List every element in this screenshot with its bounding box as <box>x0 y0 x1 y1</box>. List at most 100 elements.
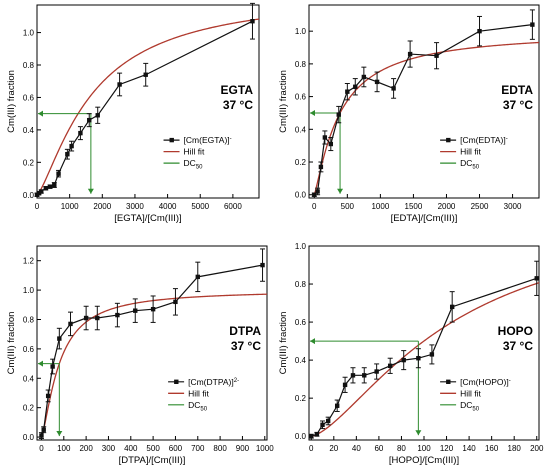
data-point <box>69 143 74 149</box>
x-axis-label: [EGTA]/[Cm(III)] <box>114 213 181 224</box>
y-tick-label: 1.0 <box>23 29 35 38</box>
data-point <box>407 51 413 57</box>
data-point <box>95 315 100 321</box>
data-point <box>39 189 44 194</box>
data-point <box>353 84 358 89</box>
data-point <box>322 135 328 140</box>
dc50-arrow-left <box>310 109 315 116</box>
x-tick-label: 500 <box>341 202 355 211</box>
data-point <box>374 369 379 374</box>
data-point <box>314 432 320 437</box>
data-point <box>312 192 317 197</box>
y-tick-label: 1.0 <box>23 286 35 295</box>
y-axis-label: Cm(III) fraction <box>278 70 289 133</box>
x-tick-label: 2000 <box>93 202 111 211</box>
y-tick-label: 0.2 <box>23 404 35 413</box>
y-tick-label: 0.0 <box>23 191 35 200</box>
data-point <box>342 382 348 388</box>
hill-fit-curve <box>311 282 540 437</box>
chart-subtitle: 37 °C <box>223 98 253 112</box>
chart-subtitle: 37 °C <box>231 339 261 353</box>
data-point <box>534 276 539 281</box>
legend-fit-label: Hill fit <box>460 147 481 157</box>
data-point <box>39 433 44 438</box>
y-tick-label: 0.4 <box>295 356 307 365</box>
data-point <box>78 130 83 136</box>
data-point <box>320 422 325 427</box>
legend-dc50-label: DC50 <box>460 158 480 171</box>
legend-data-text: [Cm(HOPO)] <box>460 377 509 387</box>
x-tick-label: 140 <box>462 444 476 453</box>
legend-data-text: [Cm(EGTA)] <box>184 135 230 145</box>
data-point <box>41 427 46 432</box>
y-tick-label: 0.2 <box>295 158 307 167</box>
legend-dc50-text: DC <box>460 158 472 168</box>
x-tick-label: 3000 <box>126 202 144 211</box>
chart-subtitle: 37 °C <box>503 339 533 353</box>
y-tick-label: 0.0 <box>295 191 307 200</box>
x-axis-label: [EDTA]/[Cm(III)] <box>391 213 458 224</box>
x-tick-label: 40 <box>352 444 361 453</box>
chart-title: DTPA <box>229 324 261 338</box>
x-axis-label: [HOPO]/[Cm(III)] <box>389 455 459 466</box>
data-point <box>52 182 57 188</box>
x-tick-label: 0 <box>312 202 317 211</box>
data-point <box>65 152 70 157</box>
data-point <box>45 393 51 399</box>
legend-fit-label: Hill fit <box>460 388 481 398</box>
x-tick-label: 100 <box>57 444 71 453</box>
data-point <box>350 373 356 378</box>
x-tick-label: 800 <box>213 444 227 453</box>
data-point <box>95 113 100 118</box>
x-tick-label: 200 <box>530 444 544 453</box>
data-point <box>325 418 331 424</box>
data-point <box>362 373 367 378</box>
x-tick-label: 60 <box>374 444 383 453</box>
legend-dc50-text: DC <box>188 400 200 410</box>
dc50-arrow-down <box>56 431 63 437</box>
x-tick-label: 900 <box>236 444 250 453</box>
y-tick-label: 0.4 <box>23 374 35 383</box>
y-tick-label: 1.2 <box>23 257 35 266</box>
legend-dc50-label: DC50 <box>460 400 480 413</box>
y-tick-label: 0.2 <box>295 394 307 403</box>
dtpa-panel: 0 100 200 300 400 500 600 700 800 900 1000 0.0 0.2 0.… <box>6 245 274 466</box>
y-tick-label: 0.6 <box>23 345 35 354</box>
plot-frame <box>36 4 260 199</box>
legend-fit-label: Hill fit <box>188 388 209 398</box>
data-point <box>50 364 55 369</box>
x-tick-label: 300 <box>102 444 116 453</box>
legend-dc50-label: DC50 <box>188 400 208 413</box>
dc50-arrow-down <box>337 188 344 194</box>
edta-panel: 0 500 1000 1500 2000 2500 3000 0.0 0.2 0.4 0.6 0.8 1… <box>278 4 540 224</box>
data-point <box>374 79 380 85</box>
y-axis-label: Cm(III) fraction <box>278 312 289 375</box>
x-tick-label: 6000 <box>224 202 242 211</box>
data-point <box>117 82 122 87</box>
legend-dc50-label: DC50 <box>184 158 204 171</box>
hill-fit-curve <box>40 293 268 438</box>
dc50-arrow-left <box>38 360 43 367</box>
legend-dc50-subscript: 50 <box>472 165 479 171</box>
data-point <box>391 86 396 91</box>
y-tick-label: 0.0 <box>23 433 35 442</box>
y-tick-label: 0.2 <box>23 158 35 167</box>
x-tick-label: 1000 <box>256 444 274 453</box>
y-tick-label: 0.6 <box>295 93 307 102</box>
legend-data-superscript: - <box>506 136 508 142</box>
dc50-arrow-down <box>415 430 422 436</box>
data-point <box>47 184 53 189</box>
legend-dc50-subscript: 50 <box>472 406 479 412</box>
legend-dc50-text: DC <box>184 158 196 168</box>
y-tick-label: 0.6 <box>295 318 307 327</box>
legend-data-swatch-marker <box>169 137 174 143</box>
y-tick-label: 0.8 <box>23 315 35 324</box>
y-tick-label: 0.0 <box>295 432 307 441</box>
data-point <box>150 306 156 312</box>
x-tick-label: 5000 <box>191 202 209 211</box>
x-tick-label: 400 <box>124 444 138 453</box>
legend-data-swatch-marker <box>446 379 451 384</box>
y-tick-label: 0.6 <box>23 93 35 102</box>
data-point <box>250 19 255 24</box>
